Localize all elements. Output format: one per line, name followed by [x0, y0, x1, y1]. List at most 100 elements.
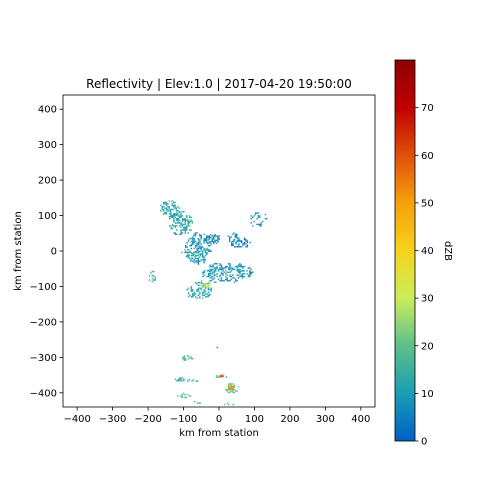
echo-pixel — [200, 235, 202, 237]
echo-core-pixel — [229, 385, 232, 388]
echo-pixel — [236, 265, 238, 268]
echo-pixel — [184, 227, 187, 230]
echo-pixel — [176, 222, 178, 224]
echo-pixel — [260, 225, 262, 227]
echo-pixel — [204, 290, 207, 292]
echo-pixel — [187, 296, 190, 298]
echo-pixel — [187, 255, 189, 258]
colorbar-tick-label: 10 — [421, 389, 434, 400]
echo-pixel — [176, 380, 178, 382]
echo-pixel — [209, 249, 211, 251]
echo-pixel — [187, 223, 189, 226]
echo-pixel — [226, 280, 228, 282]
echo-pixel — [202, 284, 204, 286]
echo-pixel — [209, 250, 211, 253]
echo-pixel — [240, 274, 243, 276]
echo-pixel — [266, 218, 268, 220]
echo-pixel — [196, 242, 198, 244]
echo-pixel — [188, 225, 191, 227]
echo-pixel — [194, 233, 197, 236]
echo-pixel — [200, 236, 202, 238]
echo-pixel — [209, 270, 211, 272]
echo-pixel — [243, 238, 246, 241]
echo-pixel — [189, 260, 192, 262]
echo-pixel — [208, 236, 211, 239]
echo-pixel — [220, 277, 223, 279]
echo-pixel — [181, 395, 183, 397]
echo-pixel — [197, 247, 200, 250]
echo-pixel — [210, 236, 212, 239]
echo-pixel — [211, 241, 213, 243]
echo-pixel — [188, 378, 190, 381]
echo-pixel — [176, 219, 178, 221]
x-tick-label: −200 — [134, 414, 161, 425]
echo-pixel — [201, 259, 204, 261]
echo-pixel — [174, 233, 177, 236]
echo-pixel — [245, 238, 247, 241]
echo-pixel — [242, 270, 244, 272]
echo-pixel — [232, 383, 234, 385]
echo-pixel — [208, 235, 211, 237]
echo-pixel — [234, 280, 237, 282]
echo-pixel — [235, 246, 237, 248]
echo-pixel — [153, 270, 155, 273]
echo-pixel — [208, 272, 210, 275]
echo-pixel — [226, 274, 228, 276]
echo-pixel — [177, 378, 179, 381]
echo-pixel — [232, 277, 234, 279]
echo-pixel — [189, 395, 192, 397]
echo-pixel — [199, 240, 201, 243]
echo-pixel — [189, 356, 191, 359]
echo-pixel — [236, 237, 239, 239]
echo-pixel — [189, 251, 192, 254]
echo-pixel — [199, 287, 201, 289]
echo-pixel — [201, 291, 204, 294]
echo-pixel — [225, 376, 228, 378]
echo-pixel — [213, 271, 216, 273]
echo-pixel — [175, 210, 178, 212]
echo-pixel — [197, 243, 200, 245]
echo-pixel — [245, 240, 247, 242]
echo-pixel — [249, 271, 251, 273]
echo-pixel — [216, 267, 218, 269]
echo-pixel — [180, 216, 182, 219]
echo-pixel — [150, 272, 152, 274]
echo-pixel — [173, 225, 175, 227]
echo-pixel — [190, 229, 192, 231]
echo-pixel — [229, 391, 231, 394]
echo-pixel — [233, 281, 235, 283]
echo-pixel — [215, 267, 217, 269]
echo-pixel — [216, 346, 218, 349]
echo-pixel — [164, 213, 166, 215]
echo-pixel — [207, 294, 210, 297]
echo-pixel — [209, 242, 211, 244]
echo-pixel — [230, 275, 233, 278]
echo-pixel — [225, 388, 227, 391]
echo-pixel — [177, 222, 179, 224]
echo-pixel — [243, 275, 245, 278]
echo-pixel — [192, 243, 194, 245]
echo-pixel — [240, 265, 243, 268]
echo-pixel — [240, 246, 243, 248]
echo-pixel — [199, 253, 202, 255]
colorbar: 0 10 20 30 40 50 60 70 dZB — [394, 59, 453, 448]
echo-pixel — [206, 296, 208, 298]
echo-pixel — [217, 270, 220, 272]
echo-pixel — [209, 272, 211, 275]
echo-pixel — [183, 229, 185, 231]
echo-pixel — [193, 259, 195, 261]
echo-pixel — [180, 223, 182, 226]
echo-pixel — [237, 274, 240, 276]
echo-pixel — [237, 386, 240, 388]
echo-pixel — [172, 205, 175, 208]
echo-pixel — [207, 236, 209, 239]
echo-pixel — [172, 201, 175, 204]
echo-pixel — [217, 239, 219, 242]
echo-pixel — [200, 237, 202, 240]
echo-pixel — [208, 270, 210, 272]
echo-pixel — [230, 383, 233, 385]
y-tick-label: −100 — [30, 282, 57, 293]
echo-pixel — [201, 256, 204, 258]
echo-pixel — [203, 233, 205, 236]
echo-pixel — [199, 260, 201, 262]
